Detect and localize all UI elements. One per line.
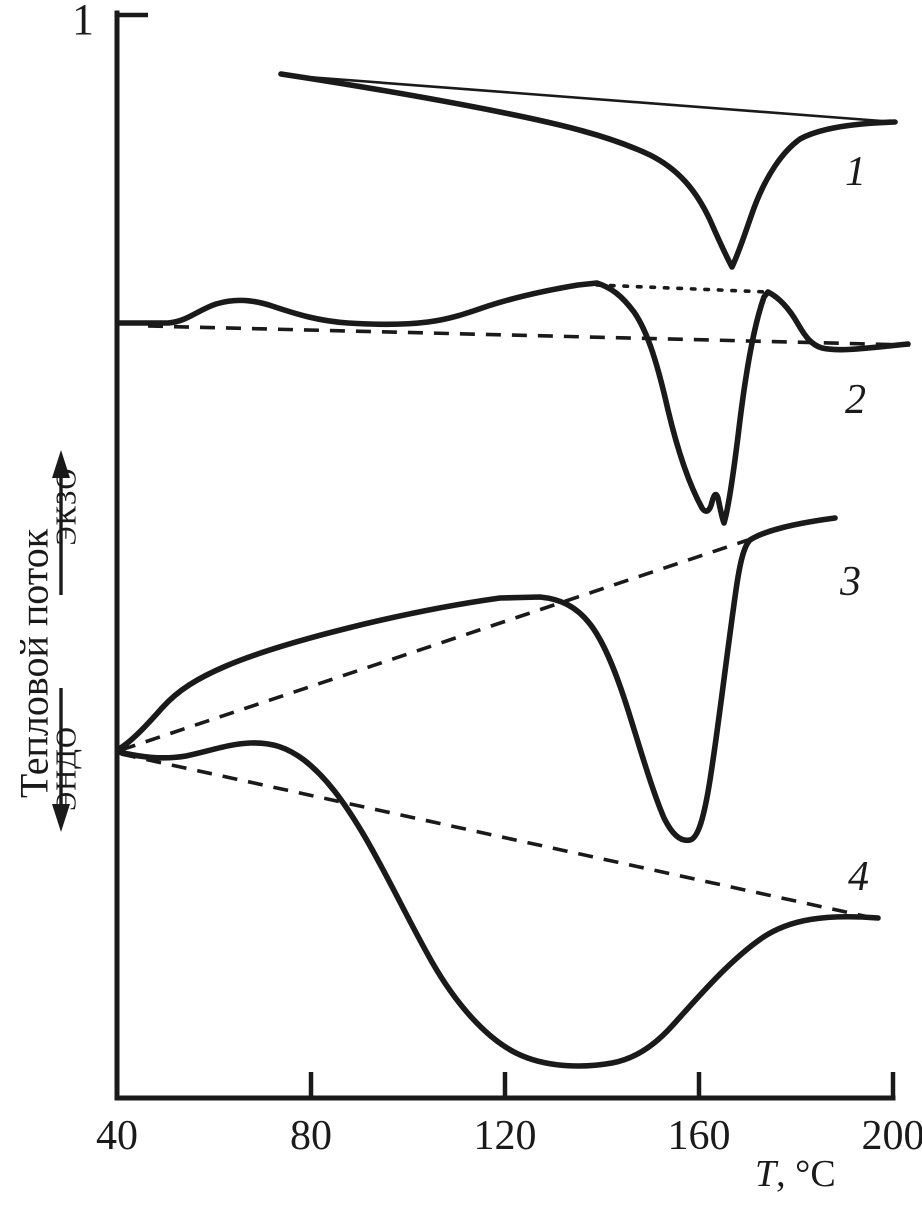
- series-2-label: 2: [845, 377, 866, 423]
- series-2-baseline: [147, 324, 911, 347]
- series-3-baseline: [120, 538, 749, 752]
- x-tick-label-200: 200: [861, 1113, 922, 1159]
- series-1-curve: [278, 71, 898, 270]
- exo-arrow-head: [52, 450, 70, 478]
- series-3-label: 3: [840, 559, 861, 605]
- x-tick-label-40: 40: [96, 1113, 138, 1159]
- x-axis-title: T, °C: [755, 1152, 836, 1196]
- series-4-label: 4: [848, 854, 869, 900]
- series-2-group: [116, 280, 911, 526]
- series-2-curve: [116, 280, 911, 526]
- endo-arrow-head: [52, 804, 70, 832]
- y-axis-unit-label: 1: [72, 0, 94, 44]
- series-1-baseline: [279, 73, 897, 124]
- y-axis-endo-label: ЭНДО: [50, 726, 83, 811]
- series-1-group: [278, 71, 898, 270]
- x-tick-label-160: 160: [667, 1113, 731, 1159]
- y-axis-exo-label: ЭКЗО: [50, 467, 83, 546]
- x-axis-title-symbol: T: [755, 1153, 777, 1195]
- series-4-baseline: [120, 752, 879, 921]
- axis-group: [114, 10, 896, 1101]
- y-axis-arrows-group: [52, 450, 70, 832]
- series-3-group: [116, 515, 838, 844]
- series-2-dotted-connector: [595, 283, 770, 294]
- x-axis-title-unit: , °C: [776, 1153, 836, 1195]
- series-1-label: 1: [845, 149, 866, 195]
- x-tick-label-80: 80: [290, 1113, 332, 1159]
- series-4-group: [116, 740, 881, 1069]
- series-3-curve: [116, 515, 838, 844]
- x-tick-label-120: 120: [473, 1113, 537, 1159]
- series-4-curve: [116, 740, 881, 1069]
